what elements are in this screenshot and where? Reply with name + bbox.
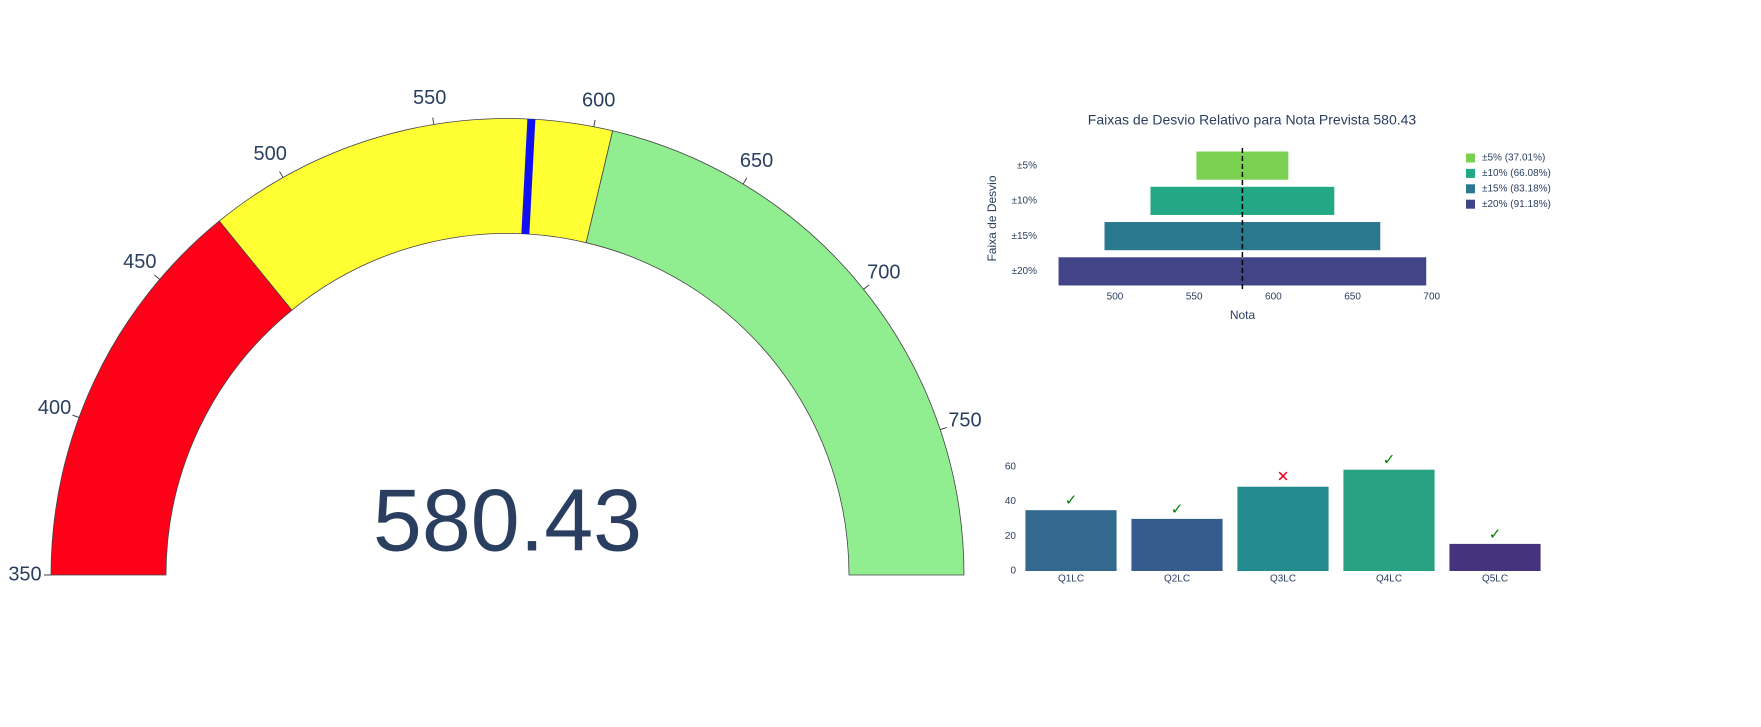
gauge-tick-label: 600 <box>582 89 615 111</box>
gauge-tick <box>72 414 80 418</box>
gauge-tick-label: 550 <box>413 87 446 109</box>
legend-label: ±20% (91.18%) <box>1482 199 1551 210</box>
x-tick-label: 550 <box>1186 292 1203 303</box>
status-mark: ✓ <box>1383 452 1396 469</box>
gauge-tick-label: 750 <box>948 410 981 432</box>
gauge-value: 580.43 <box>373 470 642 569</box>
y-tick-label: 20 <box>1005 531 1017 542</box>
bar <box>1343 469 1435 571</box>
y-tick-label: 60 <box>1005 461 1017 472</box>
x-tick-label: Q5LC <box>1482 574 1508 585</box>
gauge-needle <box>521 118 536 235</box>
status-mark: ✕ <box>1277 469 1290 486</box>
legend-swatch <box>1466 153 1475 163</box>
y-tick-label: ±20% <box>1011 266 1037 277</box>
x-tick-label: 600 <box>1265 292 1282 303</box>
x-tick-label: 500 <box>1107 292 1124 303</box>
gauge-tick <box>279 171 284 178</box>
gauge-tick <box>432 117 435 125</box>
x-axis-label: Nota <box>1230 308 1256 322</box>
x-tick-label: Q1LC <box>1058 574 1084 585</box>
bar <box>1237 486 1329 571</box>
y-axis-label: Faixa de Desvio <box>985 175 999 261</box>
chart-title: Faixas de Desvio Relativo para Nota Prev… <box>1088 112 1417 128</box>
x-tick-label: 700 <box>1423 292 1440 303</box>
status-mark: ✓ <box>1171 501 1184 518</box>
gauge-tick-label: 350 <box>8 563 41 585</box>
x-tick-label: 650 <box>1344 292 1361 303</box>
status-mark: ✓ <box>1065 492 1078 509</box>
legend-label: ±5% (37.01%) <box>1482 153 1545 164</box>
bar <box>1131 518 1223 571</box>
y-tick-label: ±5% <box>1017 160 1037 171</box>
legend-swatch <box>1466 168 1475 178</box>
gauge-tick-label: 400 <box>38 397 71 419</box>
y-tick-label: 0 <box>1010 566 1016 577</box>
gauge-tick <box>153 274 160 280</box>
y-tick-label: ±15% <box>1011 231 1037 242</box>
legend-swatch <box>1466 184 1475 194</box>
gauge-tick-label: 450 <box>123 251 156 273</box>
gauge-tick <box>742 177 748 185</box>
status-mark: ✓ <box>1489 526 1502 543</box>
gauge-step <box>585 130 965 576</box>
bar <box>1449 543 1541 571</box>
gauge-tick-label: 700 <box>867 261 900 283</box>
y-tick-label: ±10% <box>1011 196 1037 207</box>
x-tick-label: Q4LC <box>1376 574 1402 585</box>
y-tick-label: 40 <box>1005 496 1017 507</box>
x-tick-label: Q3LC <box>1270 574 1296 585</box>
gauge-tick-label: 650 <box>740 150 773 172</box>
gauge-tick <box>593 119 596 127</box>
x-tick-label: Q2LC <box>1164 574 1190 585</box>
gauge-tick <box>940 426 948 431</box>
legend-label: ±15% (83.18%) <box>1482 183 1551 194</box>
bar <box>1025 510 1117 571</box>
legend-swatch <box>1466 199 1475 209</box>
gauge-tick-label: 500 <box>253 143 286 165</box>
gauge-tick <box>863 284 870 290</box>
legend-label: ±10% (66.08%) <box>1482 168 1551 179</box>
